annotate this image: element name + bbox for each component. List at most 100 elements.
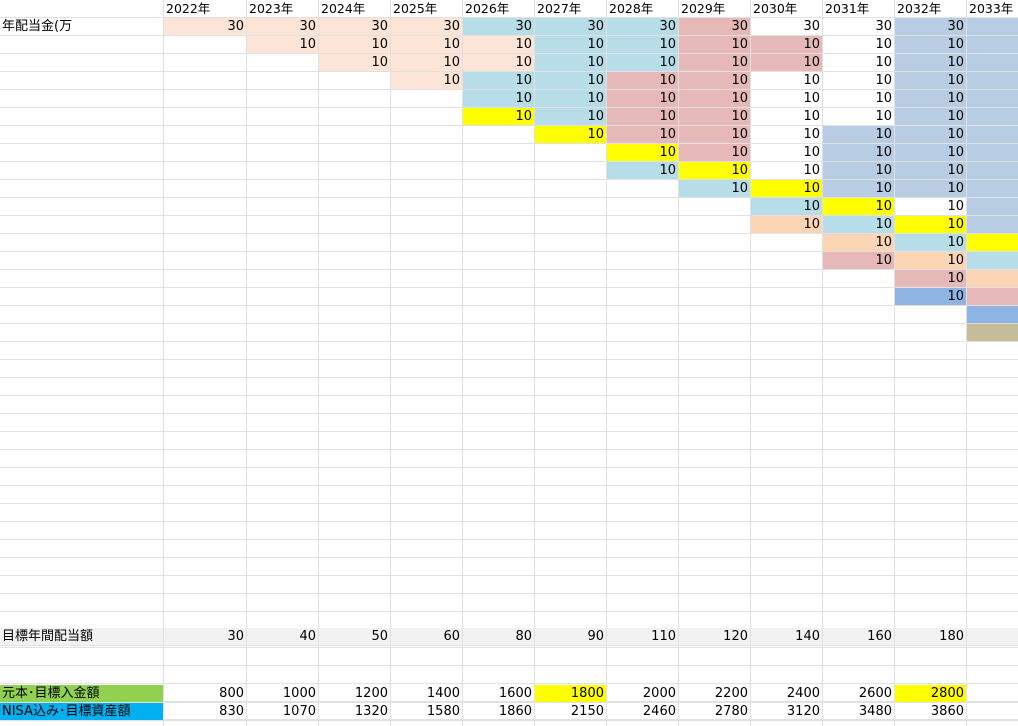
grid-cell[interactable] xyxy=(0,720,164,726)
grid-cell[interactable] xyxy=(247,558,319,576)
dividend-cell[interactable]: 30 xyxy=(535,18,607,36)
grid-cell[interactable] xyxy=(164,216,247,234)
grid-cell[interactable] xyxy=(391,270,463,288)
grid-cell[interactable] xyxy=(751,540,823,558)
grid-cell[interactable] xyxy=(164,234,247,252)
grid-cell[interactable] xyxy=(607,576,679,594)
dividend-cell[interactable]: 10 xyxy=(823,216,895,234)
grid-cell[interactable] xyxy=(391,216,463,234)
dividend-cell[interactable]: 10 xyxy=(679,108,751,126)
grid-cell[interactable] xyxy=(319,450,391,468)
dividend-cell[interactable]: 10 xyxy=(679,54,751,72)
dividend-cell[interactable]: 10 xyxy=(895,54,967,72)
summary-value-dividend[interactable]: 30 xyxy=(164,628,247,646)
grid-cell[interactable] xyxy=(0,414,164,432)
grid-cell[interactable] xyxy=(607,432,679,450)
grid-cell[interactable] xyxy=(247,486,319,504)
grid-cell[interactable] xyxy=(751,270,823,288)
grid-cell[interactable] xyxy=(0,234,164,252)
summary-value-assets[interactable]: 830 xyxy=(164,703,247,721)
grid-cell[interactable] xyxy=(319,720,391,726)
grid-cell[interactable] xyxy=(319,468,391,486)
grid-cell[interactable] xyxy=(751,432,823,450)
grid-cell[interactable] xyxy=(463,594,535,612)
grid-cell[interactable] xyxy=(319,540,391,558)
grid-cell[interactable] xyxy=(463,648,535,666)
grid-cell[interactable] xyxy=(247,108,319,126)
dividend-cell[interactable]: 10 xyxy=(607,72,679,90)
grid-cell[interactable] xyxy=(751,324,823,342)
dividend-cell[interactable]: 10 xyxy=(751,126,823,144)
dividend-cell[interactable]: 10 xyxy=(751,36,823,54)
summary-value-principal[interactable]: 1000 xyxy=(247,685,319,703)
grid-cell[interactable] xyxy=(895,576,967,594)
grid-cell[interactable] xyxy=(679,324,751,342)
grid-cell[interactable] xyxy=(463,360,535,378)
dividend-cell[interactable]: 10 xyxy=(823,54,895,72)
grid-cell[interactable] xyxy=(319,396,391,414)
dividend-cell[interactable]: 10 xyxy=(823,126,895,144)
grid-cell[interactable] xyxy=(751,234,823,252)
grid-cell[interactable] xyxy=(0,36,164,54)
dividend-cell[interactable]: 10 xyxy=(895,162,967,180)
grid-cell[interactable] xyxy=(164,144,247,162)
grid-cell[interactable] xyxy=(391,306,463,324)
grid-cell[interactable] xyxy=(823,558,895,576)
grid-cell[interactable] xyxy=(895,594,967,612)
summary-value-assets[interactable]: 1320 xyxy=(319,703,391,721)
grid-cell[interactable] xyxy=(463,558,535,576)
grid-cell[interactable] xyxy=(164,162,247,180)
grid-cell[interactable] xyxy=(319,72,391,90)
grid-cell[interactable] xyxy=(391,180,463,198)
grid-cell[interactable] xyxy=(967,702,1018,720)
dividend-cell[interactable] xyxy=(967,180,1018,198)
summary-value-principal[interactable]: 2400 xyxy=(751,685,823,703)
grid-cell[interactable] xyxy=(751,252,823,270)
grid-cell[interactable] xyxy=(679,378,751,396)
dividend-cell[interactable]: 30 xyxy=(319,18,391,36)
grid-cell[interactable] xyxy=(164,342,247,360)
summary-value-assets[interactable]: 2150 xyxy=(535,703,607,721)
grid-cell[interactable] xyxy=(247,396,319,414)
grid-cell[interactable] xyxy=(391,414,463,432)
grid-cell[interactable] xyxy=(319,162,391,180)
grid-cell[interactable] xyxy=(164,72,247,90)
grid-cell[interactable] xyxy=(895,324,967,342)
grid-cell[interactable] xyxy=(895,450,967,468)
grid-cell[interactable] xyxy=(0,504,164,522)
dividend-cell[interactable]: 10 xyxy=(607,162,679,180)
grid-cell[interactable] xyxy=(895,486,967,504)
grid-cell[interactable] xyxy=(164,270,247,288)
dividend-cell[interactable]: 10 xyxy=(607,36,679,54)
grid-cell[interactable] xyxy=(463,216,535,234)
dividend-cell[interactable]: 30 xyxy=(895,18,967,36)
grid-cell[interactable] xyxy=(247,450,319,468)
grid-cell[interactable] xyxy=(164,576,247,594)
grid-cell[interactable] xyxy=(247,432,319,450)
grid-cell[interactable] xyxy=(607,396,679,414)
grid-cell[interactable] xyxy=(823,360,895,378)
grid-cell[interactable] xyxy=(0,522,164,540)
grid-cell[interactable] xyxy=(607,360,679,378)
dividend-cell[interactable]: 10 xyxy=(607,108,679,126)
grid-cell[interactable] xyxy=(247,216,319,234)
grid-cell[interactable] xyxy=(463,468,535,486)
grid-cell[interactable] xyxy=(164,666,247,684)
grid-cell[interactable] xyxy=(607,540,679,558)
grid-cell[interactable] xyxy=(247,54,319,72)
grid-cell[interactable] xyxy=(164,450,247,468)
year-header[interactable]: 2023年 xyxy=(247,0,319,18)
summary-value-dividend[interactable]: 80 xyxy=(463,628,535,646)
grid-cell[interactable] xyxy=(967,522,1018,540)
grid-cell[interactable] xyxy=(535,504,607,522)
grid-cell[interactable] xyxy=(319,198,391,216)
dividend-cell[interactable] xyxy=(967,72,1018,90)
grid-cell[interactable] xyxy=(164,432,247,450)
dividend-cell[interactable]: 10 xyxy=(895,270,967,288)
dividend-cell[interactable] xyxy=(967,252,1018,270)
grid-cell[interactable] xyxy=(535,360,607,378)
grid-cell[interactable] xyxy=(0,540,164,558)
grid-cell[interactable] xyxy=(0,306,164,324)
grid-cell[interactable] xyxy=(823,468,895,486)
dividend-cell[interactable] xyxy=(967,162,1018,180)
